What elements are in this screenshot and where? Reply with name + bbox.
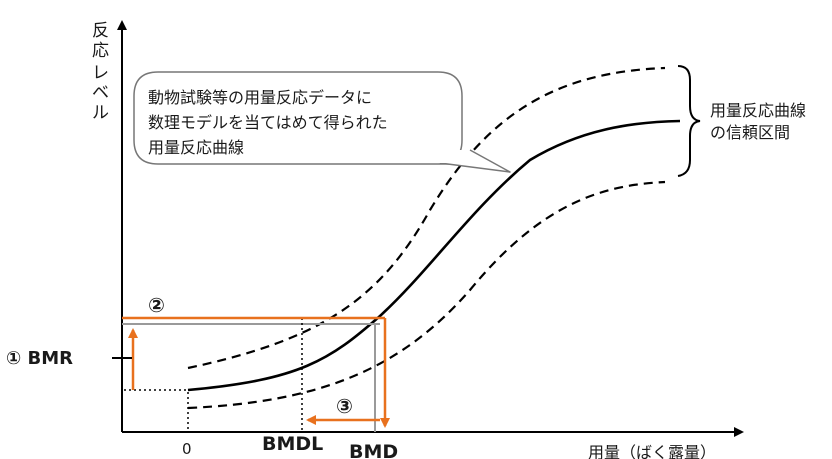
callout-line-2: 数理モデルを当てはめて得られた xyxy=(148,113,388,132)
ci-label-line-1: 用量反応曲線 xyxy=(710,101,806,120)
step2-label: ② xyxy=(148,293,165,317)
y-axis-label-char: ベ xyxy=(92,83,109,103)
bmdl-label: BMDL xyxy=(262,433,323,455)
callout-line-1: 動物試験等の用量反応データに xyxy=(148,88,372,107)
dose-response-curve xyxy=(187,119,681,392)
callout-line-3: 用量反応曲線 xyxy=(148,138,244,157)
callout-tail-mask xyxy=(438,150,468,163)
y-axis-label-line-1: 反 応 xyxy=(92,21,114,61)
y-axis-label-line-2: レ ベ ル xyxy=(92,63,114,123)
origin-tick-label: 0 xyxy=(182,440,192,458)
ci-label-line-2: の信頼区間 xyxy=(710,123,790,142)
bmd-label: BMD xyxy=(349,441,398,459)
bmr-label: ① BMR xyxy=(6,348,73,369)
step3-label: ③ xyxy=(336,394,353,418)
y-axis-label-char: 応 xyxy=(92,41,109,61)
ci-lower-curve xyxy=(187,180,666,410)
ci-bracket xyxy=(677,65,701,177)
y-axis-label-char: レ xyxy=(92,63,109,83)
y-axis-label-char: ル xyxy=(92,103,109,123)
ci-upper-curve xyxy=(187,66,666,370)
y-axis-label-char: 反 xyxy=(92,21,109,41)
x-axis-label: 用量（ばく露量） xyxy=(588,443,716,459)
